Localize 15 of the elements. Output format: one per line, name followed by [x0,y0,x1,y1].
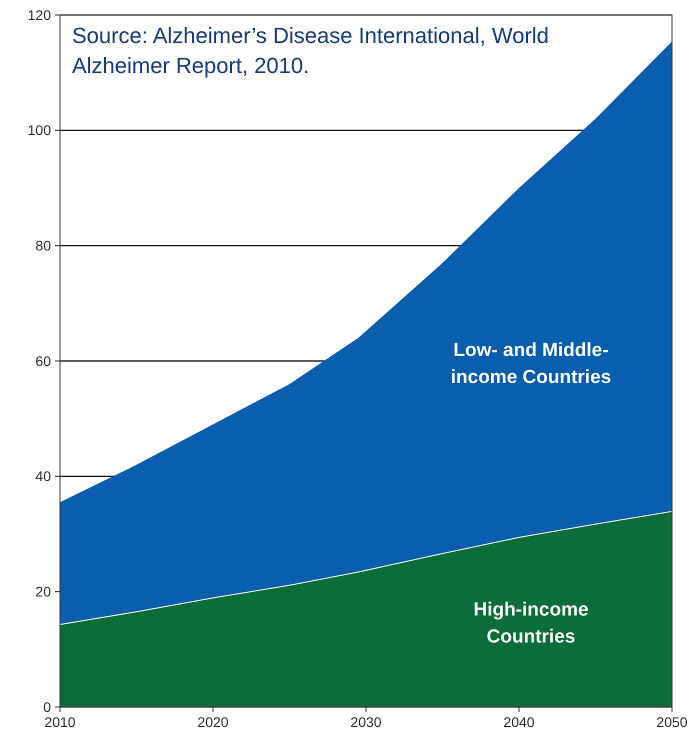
y-tick-label: 40 [35,468,52,484]
x-tick-label: 2050 [656,714,688,730]
y-tick-label: 120 [28,6,52,23]
x-tick-label: 2030 [350,714,382,730]
x-tick-label: 2010 [44,714,76,730]
series-label: High-income Countries [473,599,589,648]
y-tick-label: 0 [43,698,52,715]
annotation: Source: Alzheimer’s Disease International, World Alzheimer Report, 2010. [72,23,549,78]
y-tick-label: 100 [28,122,52,138]
x-tick-label: 2020 [197,714,229,730]
y-tick-label: 80 [35,238,52,254]
y-tick-label: 20 [35,584,52,600]
y-tick-label: 60 [35,352,52,369]
x-tick-label: 2040 [503,714,535,730]
series-label: Low- and Middle-income Countries [450,340,612,388]
